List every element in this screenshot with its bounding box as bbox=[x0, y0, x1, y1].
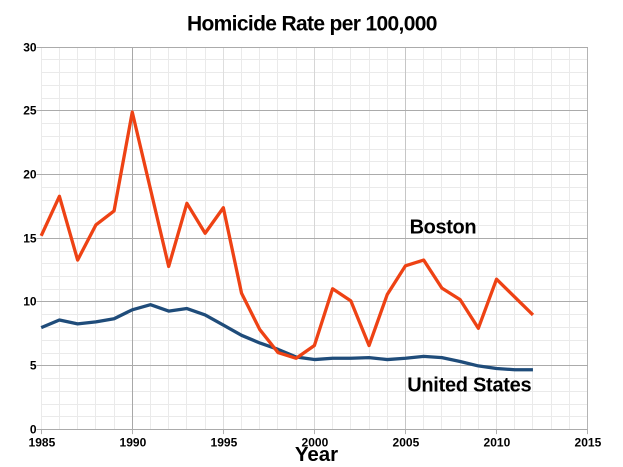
svg-text:0: 0 bbox=[30, 423, 37, 437]
svg-text:Homicide Rate per 100,000: Homicide Rate per 100,000 bbox=[187, 12, 437, 35]
svg-text:United States: United States bbox=[407, 374, 531, 396]
svg-text:2010: 2010 bbox=[484, 436, 511, 450]
svg-text:Boston: Boston bbox=[410, 216, 477, 238]
svg-text:2000: 2000 bbox=[302, 436, 329, 450]
svg-text:1990: 1990 bbox=[120, 436, 147, 450]
svg-text:5: 5 bbox=[30, 359, 37, 373]
svg-text:Year: Year bbox=[295, 443, 338, 466]
svg-text:2005: 2005 bbox=[393, 436, 420, 450]
svg-text:15: 15 bbox=[23, 232, 37, 246]
svg-text:2015: 2015 bbox=[575, 436, 602, 450]
svg-text:20: 20 bbox=[23, 168, 37, 182]
svg-text:1995: 1995 bbox=[211, 436, 238, 450]
svg-text:10: 10 bbox=[23, 295, 37, 309]
svg-text:25: 25 bbox=[23, 104, 37, 118]
svg-text:30: 30 bbox=[23, 41, 37, 55]
svg-text:1985: 1985 bbox=[29, 436, 56, 450]
